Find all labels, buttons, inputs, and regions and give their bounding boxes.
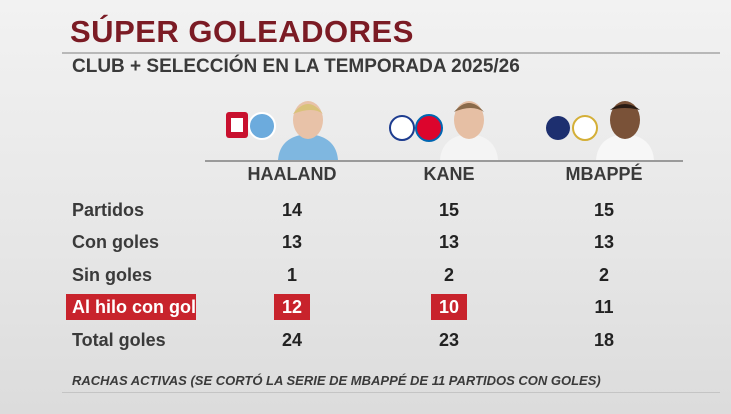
- divider: [62, 392, 720, 393]
- cell: 13: [438, 232, 460, 252]
- cell: 15: [593, 200, 615, 220]
- cell: 11: [594, 297, 614, 317]
- cell: 24: [281, 330, 303, 350]
- divider: [62, 52, 720, 54]
- player-photo: [389, 101, 498, 160]
- row-label: Partidos: [72, 200, 145, 220]
- cell: 1: [286, 265, 297, 285]
- cell: 10: [431, 294, 467, 320]
- player-photo: [226, 101, 338, 160]
- row-label: Al hilo con gol: [66, 294, 196, 320]
- player-photo: [546, 101, 654, 160]
- row-label: Total goles: [72, 330, 166, 350]
- cell: 13: [281, 232, 303, 252]
- row-label: Con goles: [72, 232, 160, 252]
- cell: 13: [593, 232, 615, 252]
- cell: 23: [438, 330, 460, 350]
- title: SÚPER GOLEADORES: [70, 14, 414, 49]
- footnote: RACHAS ACTIVAS (SE CORTÓ LA SERIE DE MBA…: [72, 373, 601, 388]
- column-header: KANE: [423, 164, 475, 184]
- cell: 2: [443, 265, 454, 285]
- cell: 14: [281, 200, 303, 220]
- cell: 15: [438, 200, 460, 220]
- cell: 2: [598, 265, 609, 285]
- cell: 12: [274, 294, 310, 320]
- column-header: HAALAND: [247, 164, 337, 184]
- column-header: MBAPPÉ: [565, 164, 643, 184]
- row-label: Sin goles: [72, 265, 153, 285]
- cell: 18: [593, 330, 615, 350]
- subtitle: CLUB + SELECCIÓN EN LA TEMPORADA 2025/26: [72, 56, 520, 77]
- divider: [205, 160, 683, 162]
